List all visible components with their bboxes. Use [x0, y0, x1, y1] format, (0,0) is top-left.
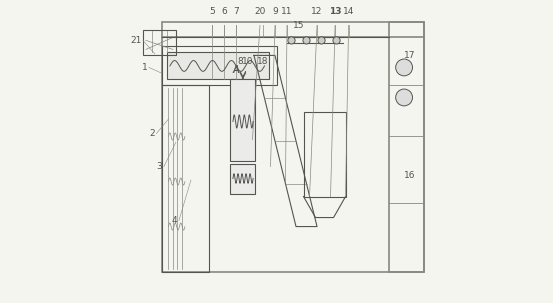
Text: 2: 2: [149, 129, 155, 138]
Text: A: A: [233, 65, 239, 75]
Text: 15: 15: [293, 21, 305, 30]
Text: 3: 3: [156, 162, 163, 171]
FancyBboxPatch shape: [230, 79, 255, 161]
Text: 4: 4: [172, 216, 178, 225]
Text: 8: 8: [237, 57, 243, 66]
Circle shape: [303, 37, 310, 44]
Text: 11: 11: [281, 7, 293, 16]
Text: 14: 14: [343, 7, 354, 16]
Circle shape: [318, 37, 325, 44]
Text: 5: 5: [209, 7, 215, 16]
Text: 21: 21: [130, 36, 142, 45]
Text: 10: 10: [242, 57, 254, 66]
Circle shape: [396, 59, 413, 76]
FancyBboxPatch shape: [230, 164, 255, 194]
Text: 1: 1: [142, 63, 148, 72]
Text: 6: 6: [221, 7, 227, 16]
Text: A: A: [232, 65, 239, 75]
Text: 13: 13: [329, 7, 341, 16]
Text: 17: 17: [404, 51, 416, 60]
Circle shape: [288, 37, 295, 44]
Circle shape: [396, 89, 413, 106]
Circle shape: [333, 37, 340, 44]
FancyBboxPatch shape: [167, 52, 269, 79]
Text: 9: 9: [272, 7, 278, 16]
Text: 7: 7: [233, 7, 239, 16]
Text: 18: 18: [257, 57, 269, 66]
Text: 16: 16: [404, 171, 416, 180]
Text: 20: 20: [254, 7, 265, 16]
Text: 12: 12: [311, 7, 323, 16]
